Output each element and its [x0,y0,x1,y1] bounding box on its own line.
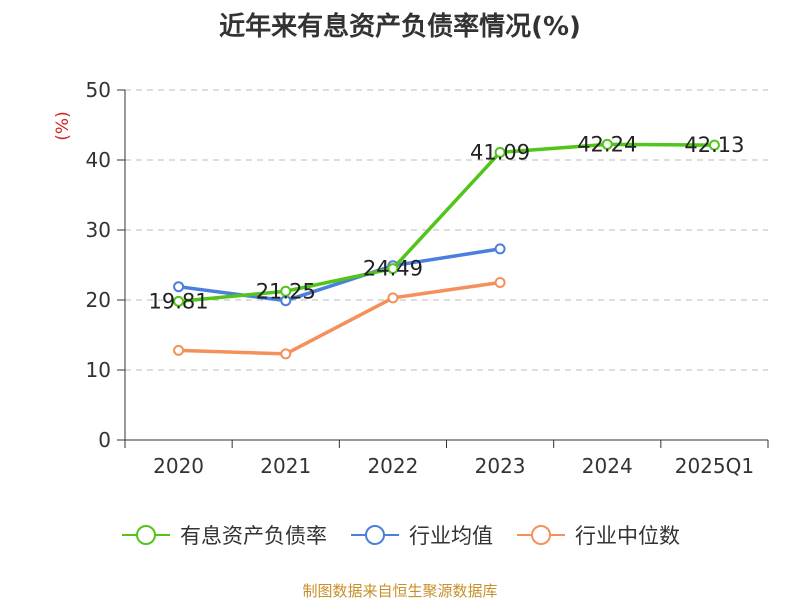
legend-swatch [122,525,170,545]
x-tick-label: 2023 [475,454,526,478]
legend-label: 行业中位数 [575,524,680,548]
legend-item: 行业中位数 [515,520,680,550]
legend-item: 有息资产负债率 [120,520,327,550]
y-tick-label: 10 [86,358,111,382]
data-point [387,263,399,275]
y-axis-label: (%) [53,111,73,140]
legend-swatch [351,525,399,545]
x-tick-label: 2025Q1 [675,454,754,478]
data-label: 19.81 [149,289,209,313]
legend-label: 行业均值 [409,524,493,548]
y-tick-label: 40 [86,148,111,172]
chart-title: 近年来有息资产负债率情况(%) [219,12,581,42]
legend: 有息资产负债率 行业均值 行业中位数 [0,520,800,550]
x-tick-label: 2022 [367,454,418,478]
data-point [280,285,292,297]
data-point [494,277,506,288]
x-tick-label: 2020 [153,454,204,478]
series-line [176,142,717,304]
data-labels: 19.81 21.25 24.49 41.09 42.24 42.13 [149,132,745,313]
legend-swatch [517,525,565,545]
series-lines [173,138,720,360]
data-point [387,292,399,304]
legend-marker [531,525,551,545]
data-point [708,139,720,151]
data-point [494,146,506,158]
series-line [176,280,502,356]
grid-lines [125,89,768,371]
data-label: 42.24 [577,132,637,156]
y-tick-label: 20 [86,288,111,312]
data-label: 41.09 [470,140,530,164]
legend-marker [365,525,385,545]
legend-item: 行业均值 [349,520,493,550]
data-point [173,281,185,293]
x-tick-label: 2024 [582,454,633,478]
data-label: 24.49 [363,257,423,281]
legend-marker [136,525,156,545]
y-tick-label: 30 [86,218,111,242]
x-tick-label: 2021 [260,454,311,478]
source-note: 制图数据来自恒生聚源数据库 [302,582,498,600]
data-label: 21.25 [256,279,316,303]
y-tick-label: 0 [98,428,111,452]
y-tick-label: 50 [86,78,111,102]
series-line [176,247,502,303]
legend-label: 有息资产负债率 [180,524,327,548]
data-label: 42.13 [684,133,744,157]
data-point [494,243,506,255]
data-point [173,344,185,356]
axes: 0 10 20 30 40 50 (%) 2020 2021 2022 2023 2024 2025Q1 [53,78,769,478]
data-point [601,138,613,150]
data-point [280,348,292,360]
data-point [173,295,185,307]
